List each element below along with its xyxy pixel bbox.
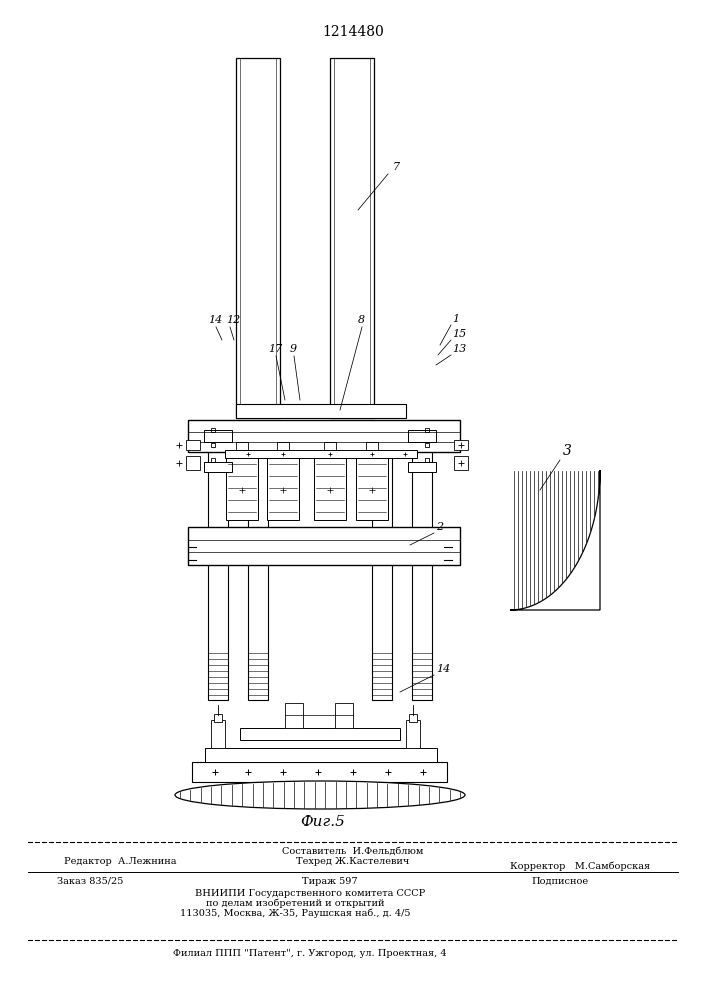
Text: 9: 9 xyxy=(290,344,297,354)
Text: Заказ 835/25: Заказ 835/25 xyxy=(57,876,123,886)
Text: Подписное: Подписное xyxy=(532,876,588,886)
Polygon shape xyxy=(510,470,600,610)
Bar xyxy=(236,404,406,418)
Text: 7: 7 xyxy=(393,162,400,172)
Text: 8: 8 xyxy=(358,315,365,325)
Text: 17: 17 xyxy=(268,344,282,354)
Bar xyxy=(188,420,460,452)
Bar xyxy=(324,442,336,458)
Bar xyxy=(409,714,417,722)
Text: Составитель  И.Фельдблюм: Составитель И.Фельдблюм xyxy=(282,846,423,856)
Bar xyxy=(192,762,447,782)
Bar xyxy=(356,458,388,520)
Text: 3: 3 xyxy=(563,444,572,458)
Bar xyxy=(335,703,353,728)
Bar xyxy=(208,440,228,700)
Text: 14: 14 xyxy=(436,664,450,674)
Bar xyxy=(236,58,280,418)
Bar xyxy=(267,458,299,520)
Bar xyxy=(204,462,232,472)
Bar xyxy=(214,714,222,722)
Text: Корректор   М.Самборская: Корректор М.Самборская xyxy=(510,861,650,871)
Text: 12: 12 xyxy=(226,315,240,325)
Text: Фиг.5: Фиг.5 xyxy=(300,815,346,829)
Text: Техред Ж.Кастелевич: Техред Ж.Кастелевич xyxy=(296,856,409,865)
Bar xyxy=(226,458,258,520)
Bar xyxy=(225,450,417,458)
Bar xyxy=(314,458,346,520)
Bar xyxy=(412,440,432,700)
Bar xyxy=(408,430,436,442)
Bar xyxy=(188,527,460,565)
Text: 113035, Москва, Ж-35, Раушская наб., д. 4/5: 113035, Москва, Ж-35, Раушская наб., д. … xyxy=(180,908,410,918)
Text: 14: 14 xyxy=(208,315,222,325)
Text: по делам изобретений и открытий: по делам изобретений и открытий xyxy=(206,898,384,908)
Bar xyxy=(186,456,200,470)
Bar xyxy=(204,430,232,442)
Bar xyxy=(372,440,392,700)
Bar xyxy=(366,442,378,458)
Bar xyxy=(454,440,468,450)
Text: 1: 1 xyxy=(452,314,459,324)
Bar xyxy=(277,442,289,458)
Text: 15: 15 xyxy=(452,329,466,339)
Text: 2: 2 xyxy=(436,522,443,532)
Bar xyxy=(248,440,268,700)
Bar xyxy=(408,462,436,472)
Text: 1214480: 1214480 xyxy=(322,25,384,39)
Bar xyxy=(240,728,400,740)
Text: 13: 13 xyxy=(452,344,466,354)
Text: Редактор  А.Лежнина: Редактор А.Лежнина xyxy=(64,856,176,865)
Bar xyxy=(406,720,420,748)
Text: ВНИИПИ Государственного комитета СССР: ВНИИПИ Государственного комитета СССР xyxy=(195,888,425,898)
Bar xyxy=(285,703,303,728)
Ellipse shape xyxy=(175,781,465,809)
Bar xyxy=(211,720,225,748)
Text: Филиал ППП "Патент", г. Ужгород, ул. Проектная, 4: Филиал ППП "Патент", г. Ужгород, ул. Про… xyxy=(173,948,447,958)
Text: Тираж 597: Тираж 597 xyxy=(302,876,358,886)
Bar xyxy=(236,442,248,458)
Bar xyxy=(186,440,200,450)
Bar xyxy=(330,58,374,418)
Bar xyxy=(205,748,437,762)
Bar xyxy=(454,456,468,470)
